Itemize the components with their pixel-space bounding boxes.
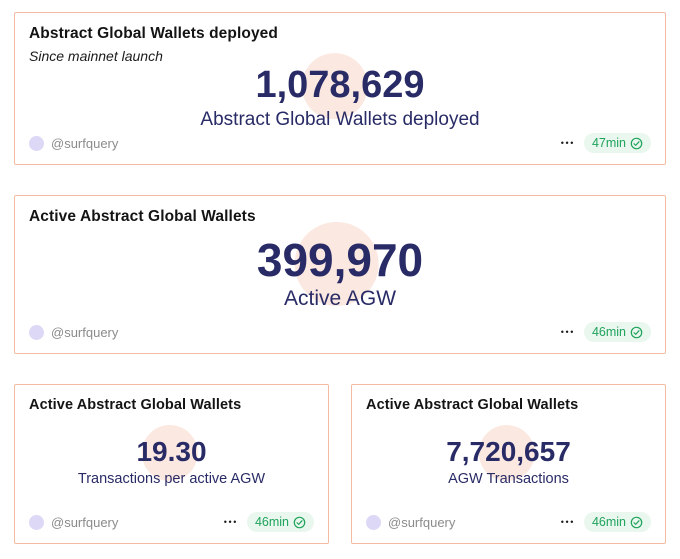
badge-time: 46min bbox=[591, 515, 626, 529]
counter-value: 1,078,629 bbox=[255, 63, 425, 106]
author-handle[interactable]: @surfquery bbox=[51, 324, 119, 340]
freshness-badge[interactable]: 47min bbox=[583, 133, 651, 153]
accent-circle bbox=[301, 53, 368, 120]
more-options-icon[interactable]: ••• bbox=[560, 326, 575, 337]
card-title: Abstract Global Wallets deployed bbox=[29, 25, 278, 42]
badge-time: 46min bbox=[591, 325, 626, 339]
counter-value: 19.30 bbox=[136, 436, 207, 468]
counter-area: 19.30 Transactions per active AGW bbox=[29, 413, 314, 511]
card-title: Active Abstract Global Wallets bbox=[29, 397, 242, 413]
author-handle[interactable]: @surfquery bbox=[51, 135, 119, 151]
badge-time: 47min bbox=[591, 136, 626, 150]
counter-card-tx-per-agw: Active Abstract Global Wallets 19.30 Tra… bbox=[14, 384, 329, 544]
author-handle[interactable]: @surfquery bbox=[51, 514, 119, 530]
freshness-badge[interactable]: 46min bbox=[583, 322, 651, 342]
check-circle-icon bbox=[630, 516, 643, 529]
freshness-badge[interactable]: 46min bbox=[246, 512, 314, 532]
bottom-row: Active Abstract Global Wallets 19.30 Tra… bbox=[14, 384, 666, 544]
card-footer: @surfquery ••• 46min bbox=[29, 511, 314, 533]
card-footer: @surfquery ••• 46min bbox=[366, 511, 651, 533]
check-circle-icon bbox=[630, 326, 643, 339]
card-subtitle: Since mainnet launch bbox=[29, 48, 163, 64]
avatar bbox=[29, 324, 44, 340]
counter-area: 7,720,657 AGW Transactions bbox=[366, 413, 651, 511]
counter-label: Transactions per active AGW bbox=[77, 470, 266, 487]
badge-time: 46min bbox=[254, 515, 289, 529]
counter-label: Active AGW bbox=[283, 287, 397, 311]
card-header: Active Abstract Global Wallets bbox=[29, 397, 314, 413]
counter-area: 399,970 Active AGW bbox=[29, 221, 651, 321]
more-options-icon[interactable]: ••• bbox=[560, 137, 575, 148]
freshness-badge[interactable]: 46min bbox=[583, 512, 651, 532]
accent-circle bbox=[294, 221, 379, 306]
check-circle-icon bbox=[293, 516, 306, 529]
avatar bbox=[366, 514, 381, 530]
counter-card-wallets-deployed: Abstract Global Wallets deployed Since m… bbox=[14, 12, 666, 165]
counter-label: Abstract Global Wallets deployed bbox=[200, 109, 480, 131]
card-title: Active Abstract Global Wallets bbox=[366, 397, 579, 413]
card-header: Abstract Global Wallets deployed Since m… bbox=[29, 25, 651, 64]
counter-label: AGW Transactions bbox=[448, 470, 569, 487]
card-footer: @surfquery ••• 47min bbox=[29, 132, 651, 154]
accent-circle bbox=[478, 425, 535, 482]
accent-circle bbox=[141, 425, 198, 482]
more-options-icon[interactable]: ••• bbox=[223, 516, 238, 527]
more-options-icon[interactable]: ••• bbox=[560, 516, 575, 527]
counter-area: 1,078,629 Abstract Global Wallets deploy… bbox=[29, 53, 651, 132]
author-handle[interactable]: @surfquery bbox=[388, 514, 456, 530]
card-header: Active Abstract Global Wallets bbox=[29, 208, 651, 226]
check-circle-icon bbox=[630, 137, 643, 150]
avatar bbox=[29, 135, 44, 151]
counter-card-agw-transactions: Active Abstract Global Wallets 7,720,657… bbox=[351, 384, 666, 544]
counter-card-active-agw: Active Abstract Global Wallets 399,970 A… bbox=[14, 195, 666, 354]
counter-value: 7,720,657 bbox=[446, 436, 571, 468]
avatar bbox=[29, 514, 44, 530]
card-title: Active Abstract Global Wallets bbox=[29, 208, 256, 225]
card-footer: @surfquery ••• 46min bbox=[29, 321, 651, 343]
card-header: Active Abstract Global Wallets bbox=[366, 397, 651, 413]
counter-value: 399,970 bbox=[256, 233, 424, 286]
